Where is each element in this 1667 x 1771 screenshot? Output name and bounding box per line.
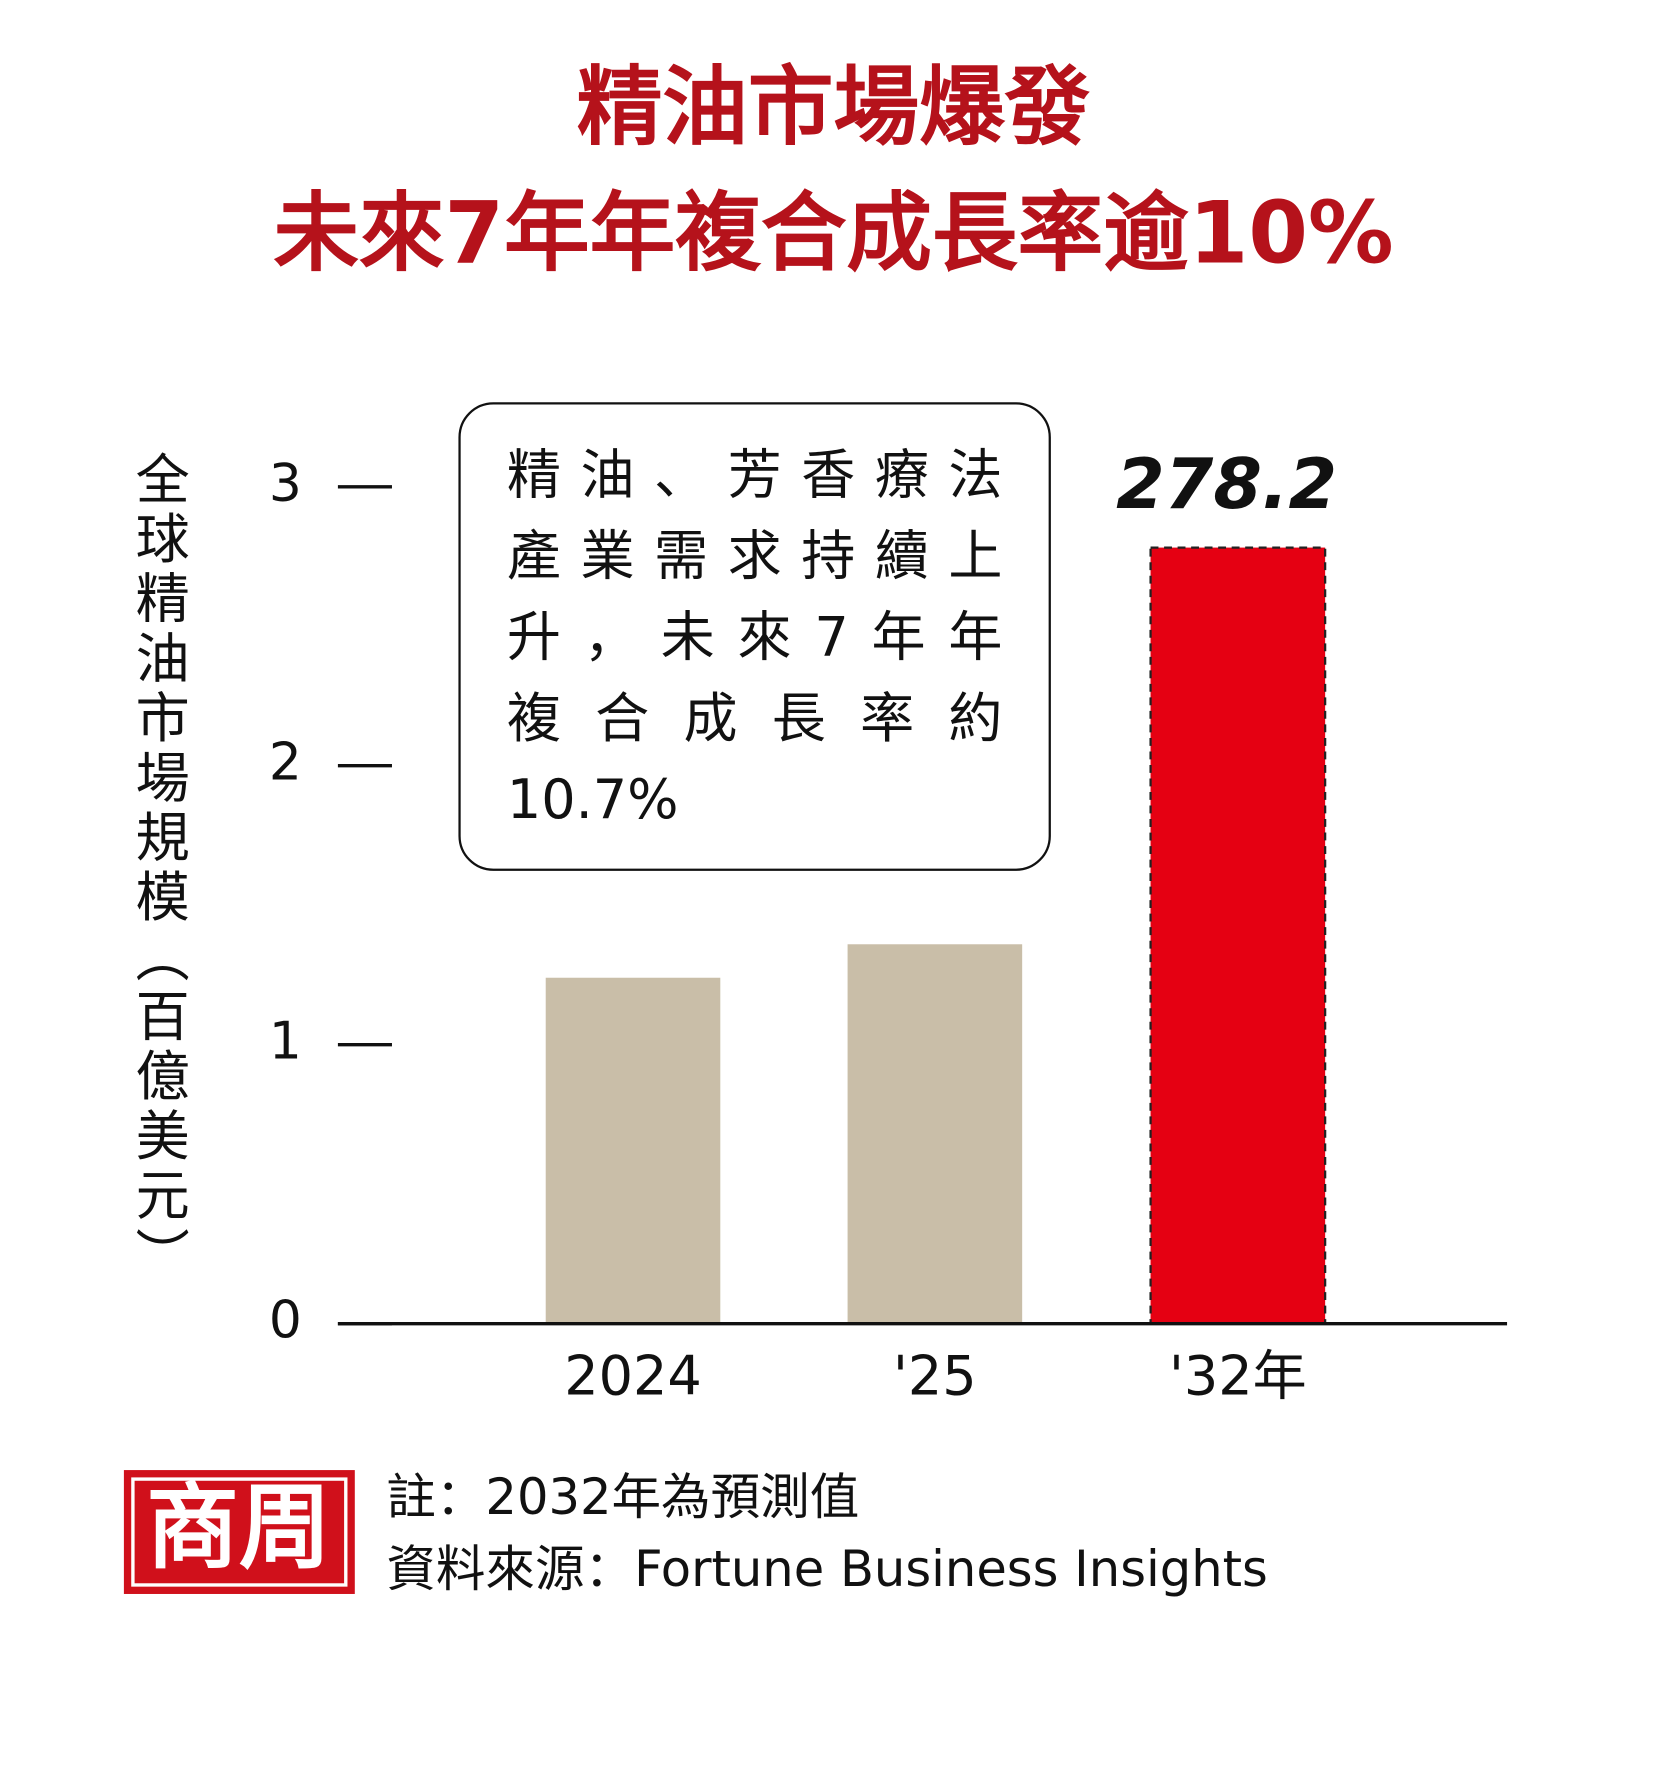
annotation-text: 精油、芳香療法	[507, 444, 1003, 507]
annotation-box	[458, 402, 1051, 871]
y-tick-label: 2	[269, 733, 302, 793]
y-tick-label: 3	[269, 454, 302, 514]
bar	[545, 977, 721, 1324]
source: 資料來源：Fortune Business Insights	[386, 1540, 1268, 1598]
x-tick-label: '32年	[1169, 1345, 1307, 1408]
chart-title: 精油市場爆發	[577, 58, 1091, 157]
value-label: 278.2	[1116, 444, 1337, 525]
bar	[1149, 546, 1327, 1325]
y-axis-label: 全球精油市場規模（百億美元）	[126, 451, 189, 1287]
logo: 商周	[146, 1474, 331, 1582]
bar	[847, 944, 1023, 1324]
chart-title: 未來7年年複合成長率逾10%	[273, 184, 1393, 283]
x-tick-label: 2024	[564, 1345, 702, 1408]
logo-box	[123, 1470, 355, 1594]
annotation-text: 產業需求持續上	[507, 525, 1003, 588]
y-tick-label: 0	[269, 1291, 302, 1351]
x-tick-label: '25	[893, 1345, 977, 1408]
y-tick-label: 1	[269, 1012, 302, 1072]
annotation-text: 升，未來7年年	[507, 606, 1003, 669]
annotation-text: 10.7%	[507, 768, 679, 831]
note: 註：2032年為預測值	[386, 1468, 859, 1526]
logo-border	[131, 1477, 348, 1587]
